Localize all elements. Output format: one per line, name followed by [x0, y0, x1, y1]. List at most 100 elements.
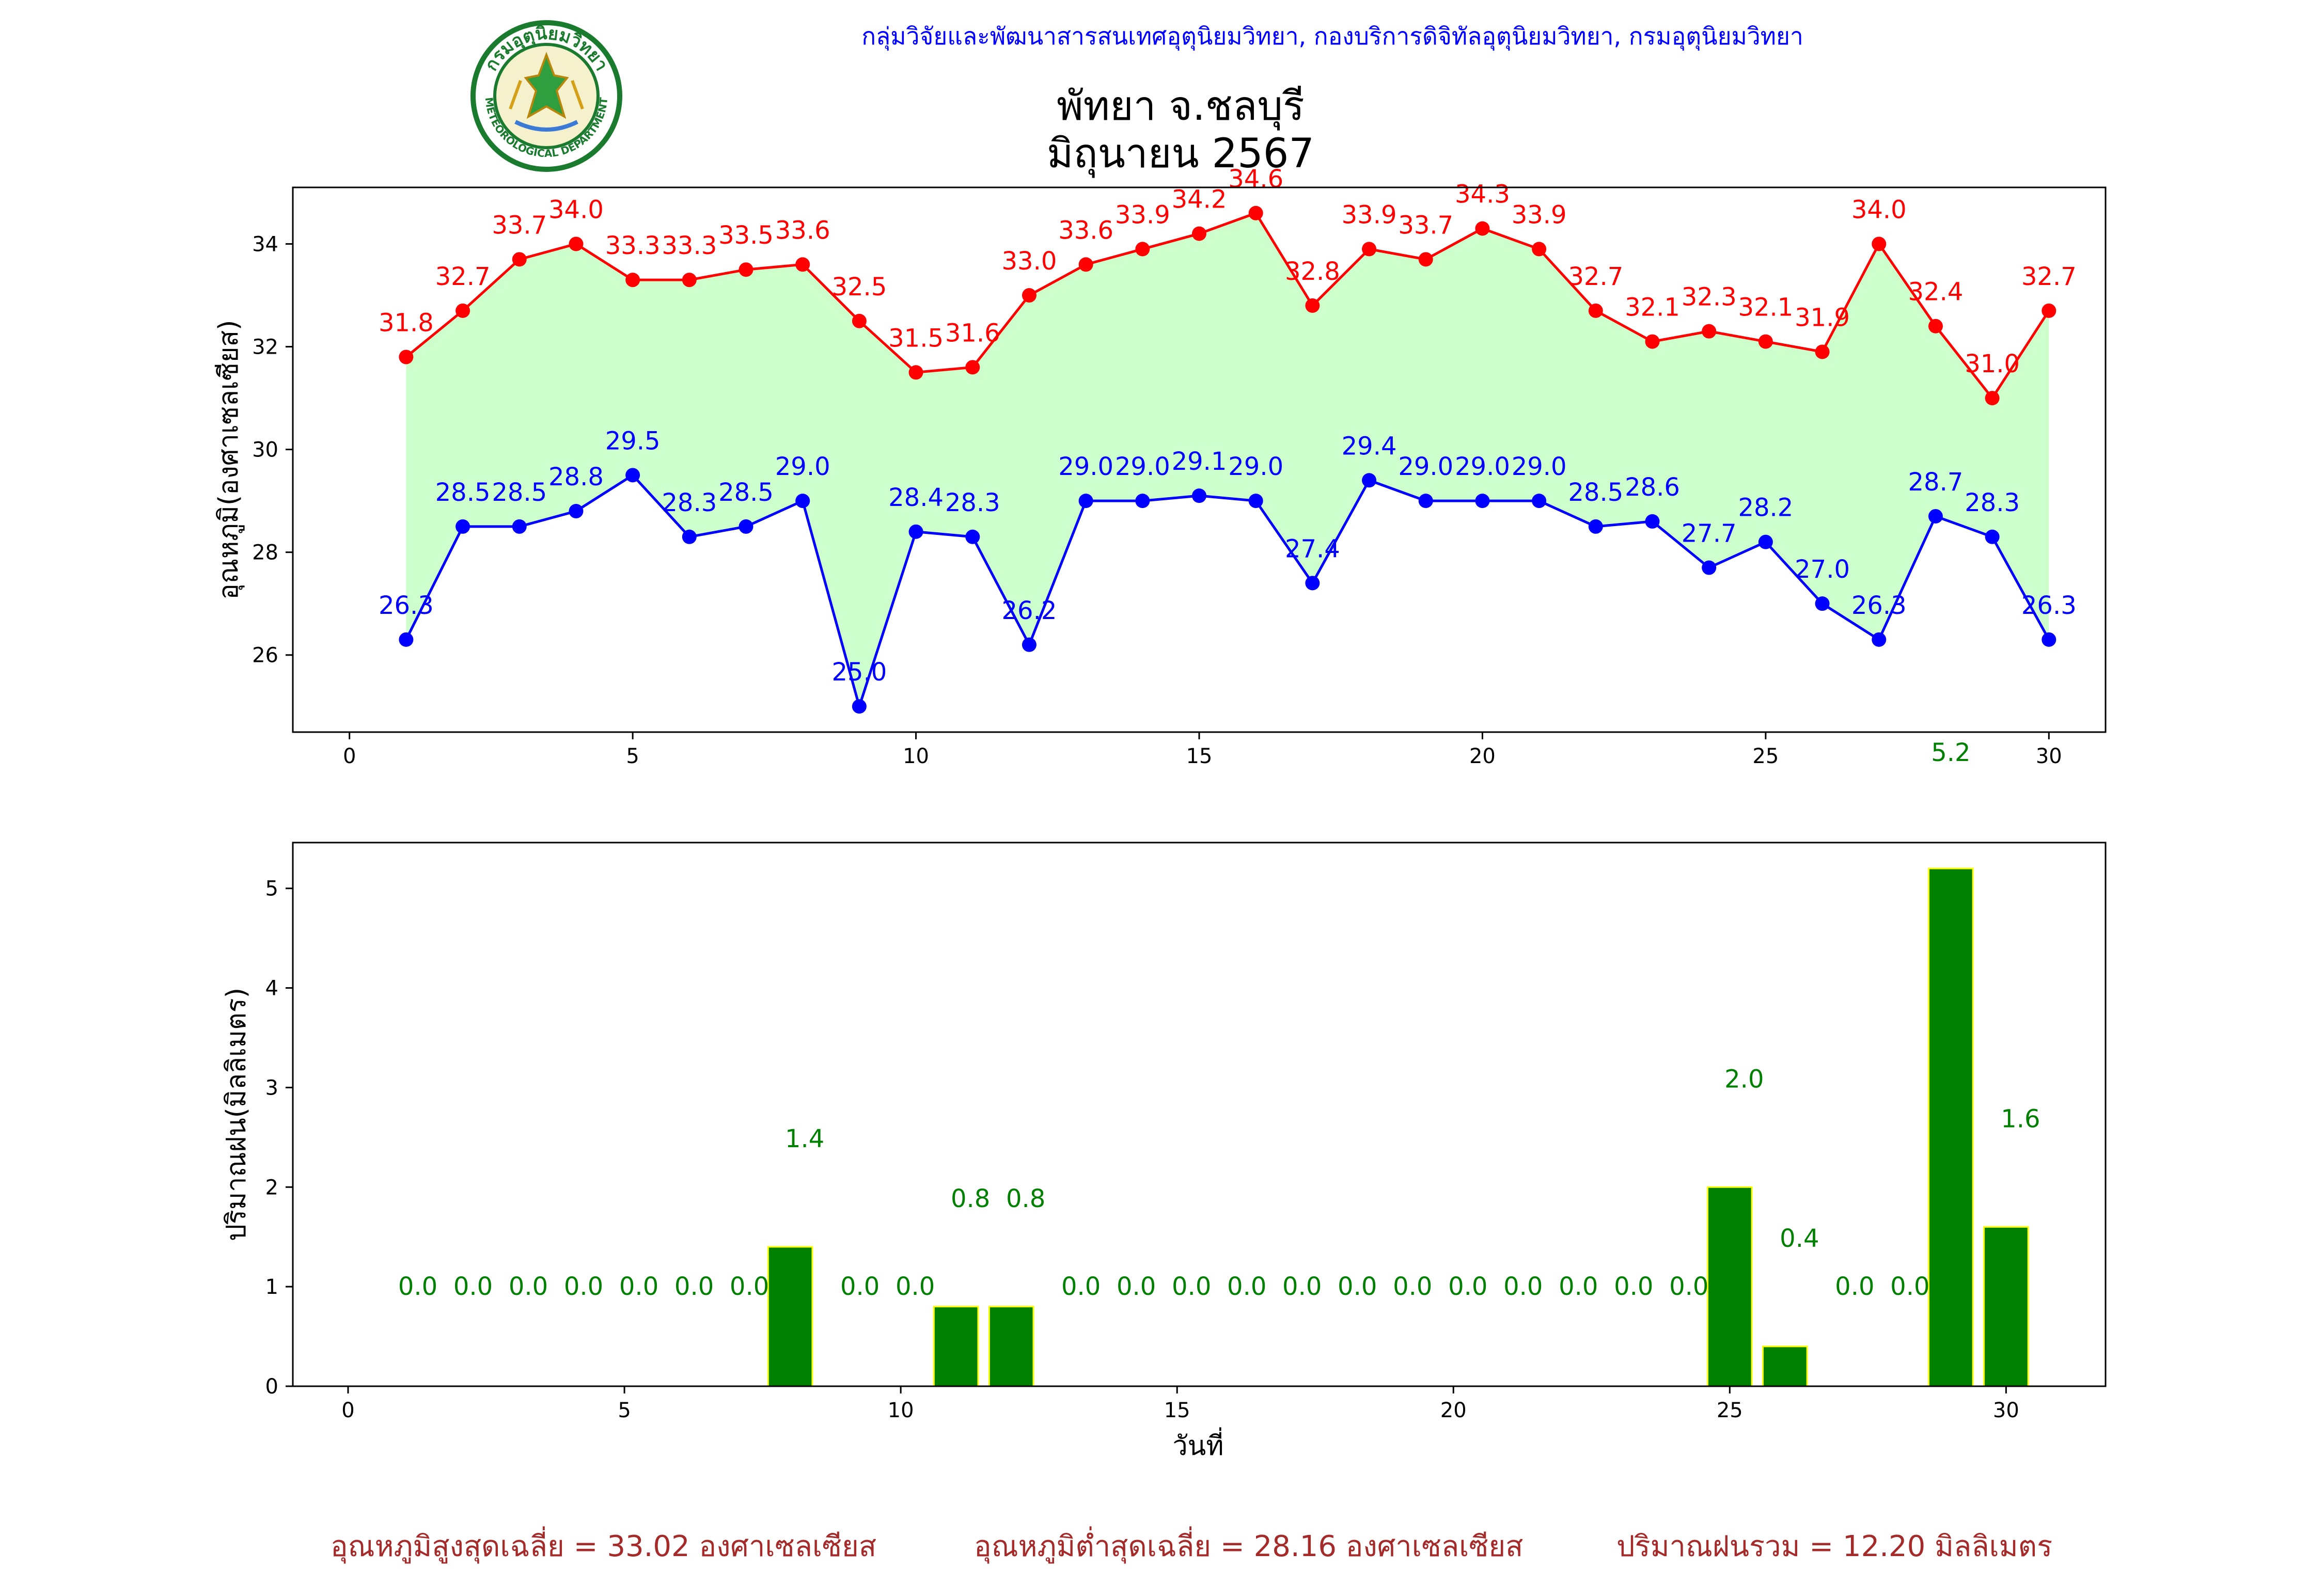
rain-bar — [767, 1246, 813, 1387]
max-temp-point — [1702, 324, 1717, 339]
credit-text: กลุ่มวิจัยและพัฒนาสารสนเทศอุตุนิยมวิทยา,… — [861, 22, 1803, 50]
rain-x-tick-label: 30 — [1993, 1399, 2019, 1422]
min-temp-point — [1022, 637, 1037, 652]
max-temp-data-label: 32.7 — [1568, 262, 1623, 291]
min-temp-point — [1135, 494, 1150, 509]
min-temp-data-label: 25.0 — [831, 658, 887, 687]
min-temp-data-label: 27.0 — [1795, 555, 1850, 584]
footer-avg-min: อุณหภูมิต่ำสุดเฉลี่ย = 28.16 องศาเซลเซีย… — [974, 1530, 1524, 1563]
rain-x-axis-label: วันที่ — [1172, 1427, 1223, 1462]
max-temp-data-label: 33.0 — [1002, 247, 1057, 276]
min-temp-data-label: 28.6 — [1625, 473, 1680, 502]
max-temp-data-label: 32.8 — [1285, 257, 1340, 286]
rain-bar — [933, 1306, 979, 1387]
max-temp-data-label: 32.7 — [2021, 262, 2077, 291]
rain-data-label: 0.0 — [1227, 1272, 1266, 1301]
min-temp-data-label: 28.2 — [1738, 494, 1793, 522]
rain-y-tick-label: 5 — [265, 877, 278, 901]
temp-x-tick-label: 0 — [343, 744, 356, 768]
min-temp-point — [1475, 494, 1490, 509]
max-temp-point — [1362, 242, 1377, 257]
title-location: พัทยา จ.ชลบุรี — [1057, 83, 1305, 130]
min-temp-point — [1192, 488, 1206, 503]
min-temp-point — [739, 519, 753, 534]
min-temp-point — [682, 529, 697, 544]
max-temp-point — [2042, 303, 2056, 318]
rain-data-label: 0.0 — [1338, 1272, 1377, 1301]
min-temp-point — [2042, 632, 2056, 647]
rain-bar — [988, 1306, 1034, 1387]
footer-total-rain: ปริมาณฝนรวม = 12.20 มิลลิเมตร — [1616, 1530, 2053, 1563]
min-temp-point — [1418, 494, 1433, 509]
max-temp-point — [1078, 257, 1093, 272]
min-temp-point — [399, 632, 414, 647]
min-temp-point — [1532, 494, 1547, 509]
rain-data-label: 0.0 — [896, 1272, 935, 1301]
temp-y-tick-label: 26 — [252, 644, 278, 668]
min-temp-data-label: 27.7 — [1682, 519, 1737, 548]
rain-data-label: 0.0 — [1835, 1272, 1874, 1301]
rain-data-label: 0.0 — [840, 1272, 880, 1301]
min-temp-point — [1645, 514, 1660, 529]
max-temp-point — [908, 365, 923, 380]
rain-y-tick-label: 3 — [265, 1076, 278, 1100]
max-temp-data-label: 33.9 — [1115, 200, 1170, 229]
min-temp-point — [795, 494, 810, 509]
min-temp-data-label: 28.5 — [492, 478, 547, 507]
rain-data-label: 0.0 — [1669, 1272, 1708, 1301]
rain-bar — [1928, 867, 1974, 1387]
rain-data-label: 0.0 — [1503, 1272, 1543, 1301]
min-temp-point — [1305, 576, 1320, 591]
rain-data-label: 0.8 — [951, 1184, 990, 1213]
min-temp-point — [965, 529, 980, 544]
max-temp-data-label: 31.6 — [945, 319, 1000, 347]
max-temp-data-label: 33.7 — [492, 211, 547, 240]
temp-x-tick-label: 25 — [1752, 744, 1779, 768]
min-temp-data-label: 28.5 — [435, 478, 491, 507]
temp-y-tick-label: 34 — [252, 232, 278, 256]
rain-y-tick-label: 0 — [265, 1375, 278, 1399]
rain-data-label: 0.0 — [1448, 1272, 1487, 1301]
min-temp-point — [1985, 529, 2000, 544]
max-temp-point — [512, 252, 527, 267]
max-temp-point — [1588, 303, 1603, 318]
rain-data-label: 1.6 — [2001, 1105, 2040, 1134]
min-temp-data-label: 28.3 — [1965, 488, 2020, 517]
min-temp-point — [1362, 473, 1377, 488]
min-temp-data-label: 29.1 — [1172, 447, 1227, 476]
rain-data-label: 0.0 — [674, 1272, 714, 1301]
temp-x-tick-label: 5 — [626, 744, 639, 768]
max-temp-point — [965, 360, 980, 375]
max-temp-data-label: 31.5 — [888, 324, 944, 353]
rain-x-tick-label: 20 — [1440, 1399, 1467, 1422]
max-temp-point — [456, 303, 470, 318]
min-temp-data-label: 29.0 — [1058, 452, 1113, 481]
rain-data-label: 0.0 — [1614, 1272, 1653, 1301]
rain-data-label: 0.0 — [1117, 1272, 1156, 1301]
max-temp-data-label: 33.6 — [1058, 216, 1113, 245]
rain-y-tick-label: 4 — [265, 977, 278, 1001]
min-temp-point — [908, 524, 923, 539]
temp-y-axis-label: อุณหภูมิ(องศาเซลเซียส) — [213, 320, 245, 600]
max-temp-data-label: 32.3 — [1682, 283, 1737, 312]
rain-bar — [1707, 1186, 1753, 1387]
min-temp-data-label: 29.0 — [775, 452, 830, 481]
rain-data-label: 0.0 — [398, 1272, 437, 1301]
min-temp-point — [1588, 519, 1603, 534]
temp-x-tick-label: 20 — [1469, 744, 1496, 768]
rain-data-label: 0.0 — [1559, 1272, 1598, 1301]
max-temp-data-label: 32.7 — [435, 262, 491, 291]
max-temp-point — [1872, 236, 1887, 251]
max-temp-data-label: 34.0 — [548, 195, 604, 224]
min-temp-data-label: 28.7 — [1908, 468, 1964, 497]
rain-x-tick-label: 25 — [1717, 1399, 1743, 1422]
rain-y-tick-label: 2 — [265, 1176, 278, 1199]
rain-data-label: 0.8 — [1006, 1184, 1045, 1213]
rain-data-label: 0.0 — [1890, 1272, 1929, 1301]
max-temp-data-label: 34.3 — [1455, 180, 1510, 209]
min-temp-point — [456, 519, 470, 534]
max-temp-point — [795, 257, 810, 272]
min-temp-data-label: 29.5 — [605, 426, 661, 455]
rain-x-tick-label: 5 — [618, 1399, 631, 1422]
